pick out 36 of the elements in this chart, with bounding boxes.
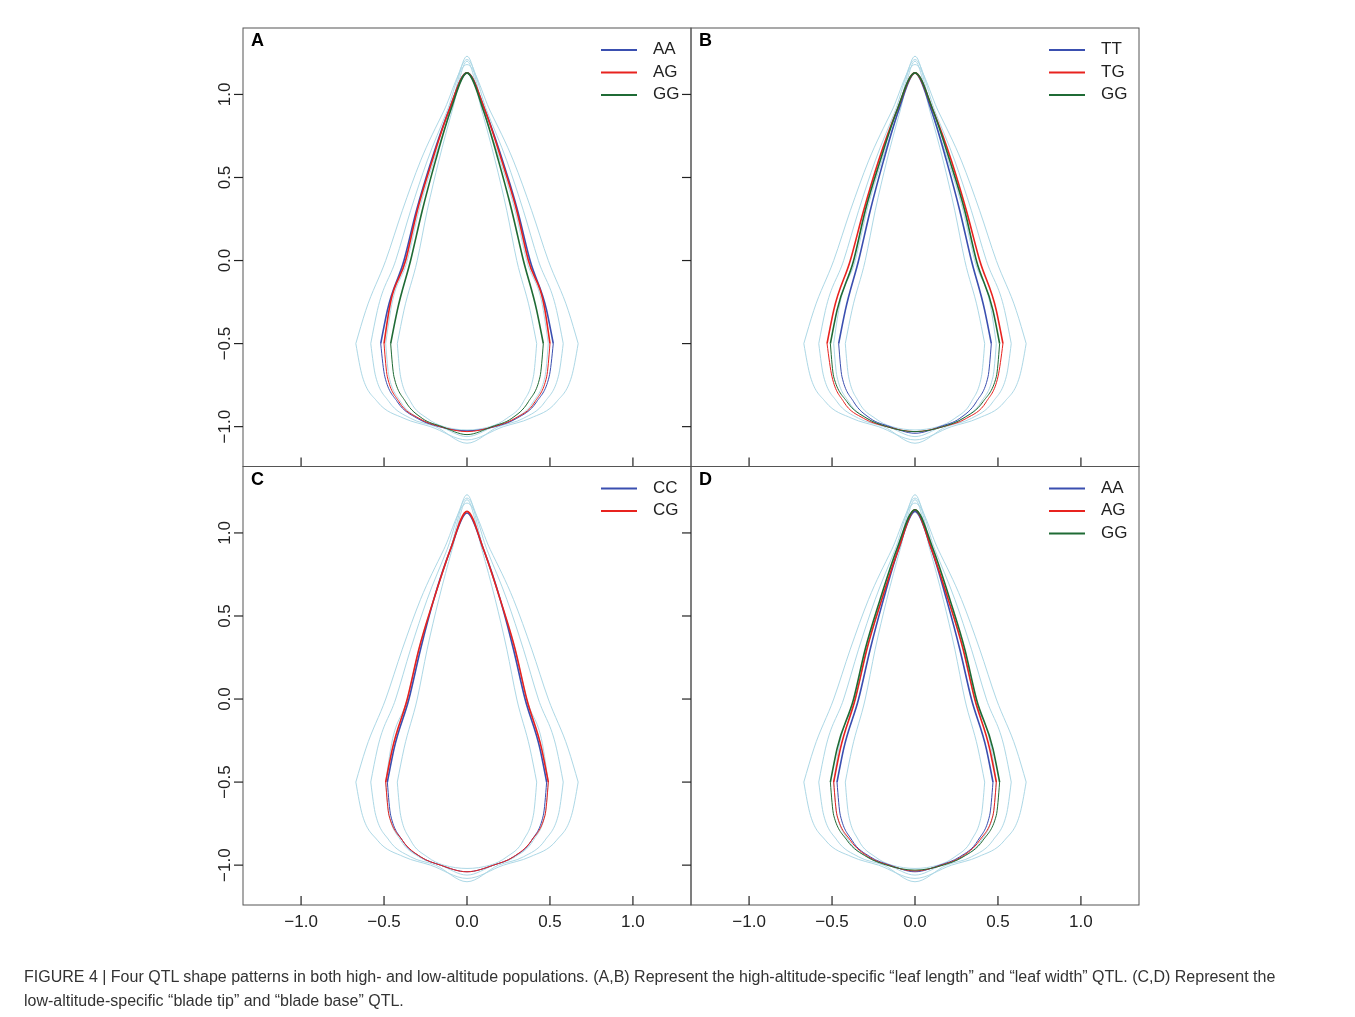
y-tick-label: 0.0 <box>215 248 235 273</box>
chart-title: B <box>699 30 712 50</box>
chart-title: A <box>251 30 264 50</box>
legend-label: GG <box>1101 522 1128 542</box>
y-tick-label: 0.5 <box>215 604 235 628</box>
legend-label: AA <box>1101 477 1125 497</box>
y-tick-label: −1.0 <box>215 848 235 882</box>
chart-title: C <box>251 468 264 489</box>
legend-label: TT <box>1101 39 1122 59</box>
x-tick-label: −1.0 <box>732 912 766 931</box>
legend-label: CC <box>653 477 678 497</box>
caption: FIGURE 4 | Four QTL shape patterns in both high- and low-altitude populations. (A,B) Represent the high-altitude-specific “leaf length” and “leaf width” QTL. (C,D) Represent the low-altitude-specific “blade tip” and “blade base” QTL. <box>24 968 1276 1009</box>
legend-label: TG <box>1101 61 1125 81</box>
y-tick-label: 1.0 <box>215 521 235 545</box>
y-tick-label: 0.5 <box>215 165 235 190</box>
x-tick-label: 0.0 <box>455 912 479 931</box>
legend-label: AG <box>1101 500 1126 520</box>
legend-label: AA <box>653 39 677 59</box>
chart-title: D <box>699 468 712 489</box>
x-tick-label: −1.0 <box>284 912 318 931</box>
x-tick-label: 0.5 <box>538 912 562 931</box>
legend-label: GG <box>1101 84 1128 104</box>
x-tick-label: −0.5 <box>815 912 849 931</box>
y-tick-label: −0.5 <box>215 765 235 799</box>
legend-label: CG <box>653 500 679 520</box>
y-tick-label: −0.5 <box>215 326 235 361</box>
x-tick-label: −0.5 <box>367 912 401 931</box>
y-tick-label: −1.0 <box>215 409 235 444</box>
x-tick-label: 1.0 <box>1069 912 1093 931</box>
x-tick-label: 0.0 <box>903 912 927 931</box>
y-tick-label: 1.0 <box>215 82 235 107</box>
legend-label: GG <box>653 84 680 104</box>
legend-label: AG <box>653 61 678 81</box>
y-tick-label: 0.0 <box>215 687 235 711</box>
x-tick-label: 1.0 <box>621 912 645 931</box>
x-tick-label: 0.5 <box>986 912 1010 931</box>
